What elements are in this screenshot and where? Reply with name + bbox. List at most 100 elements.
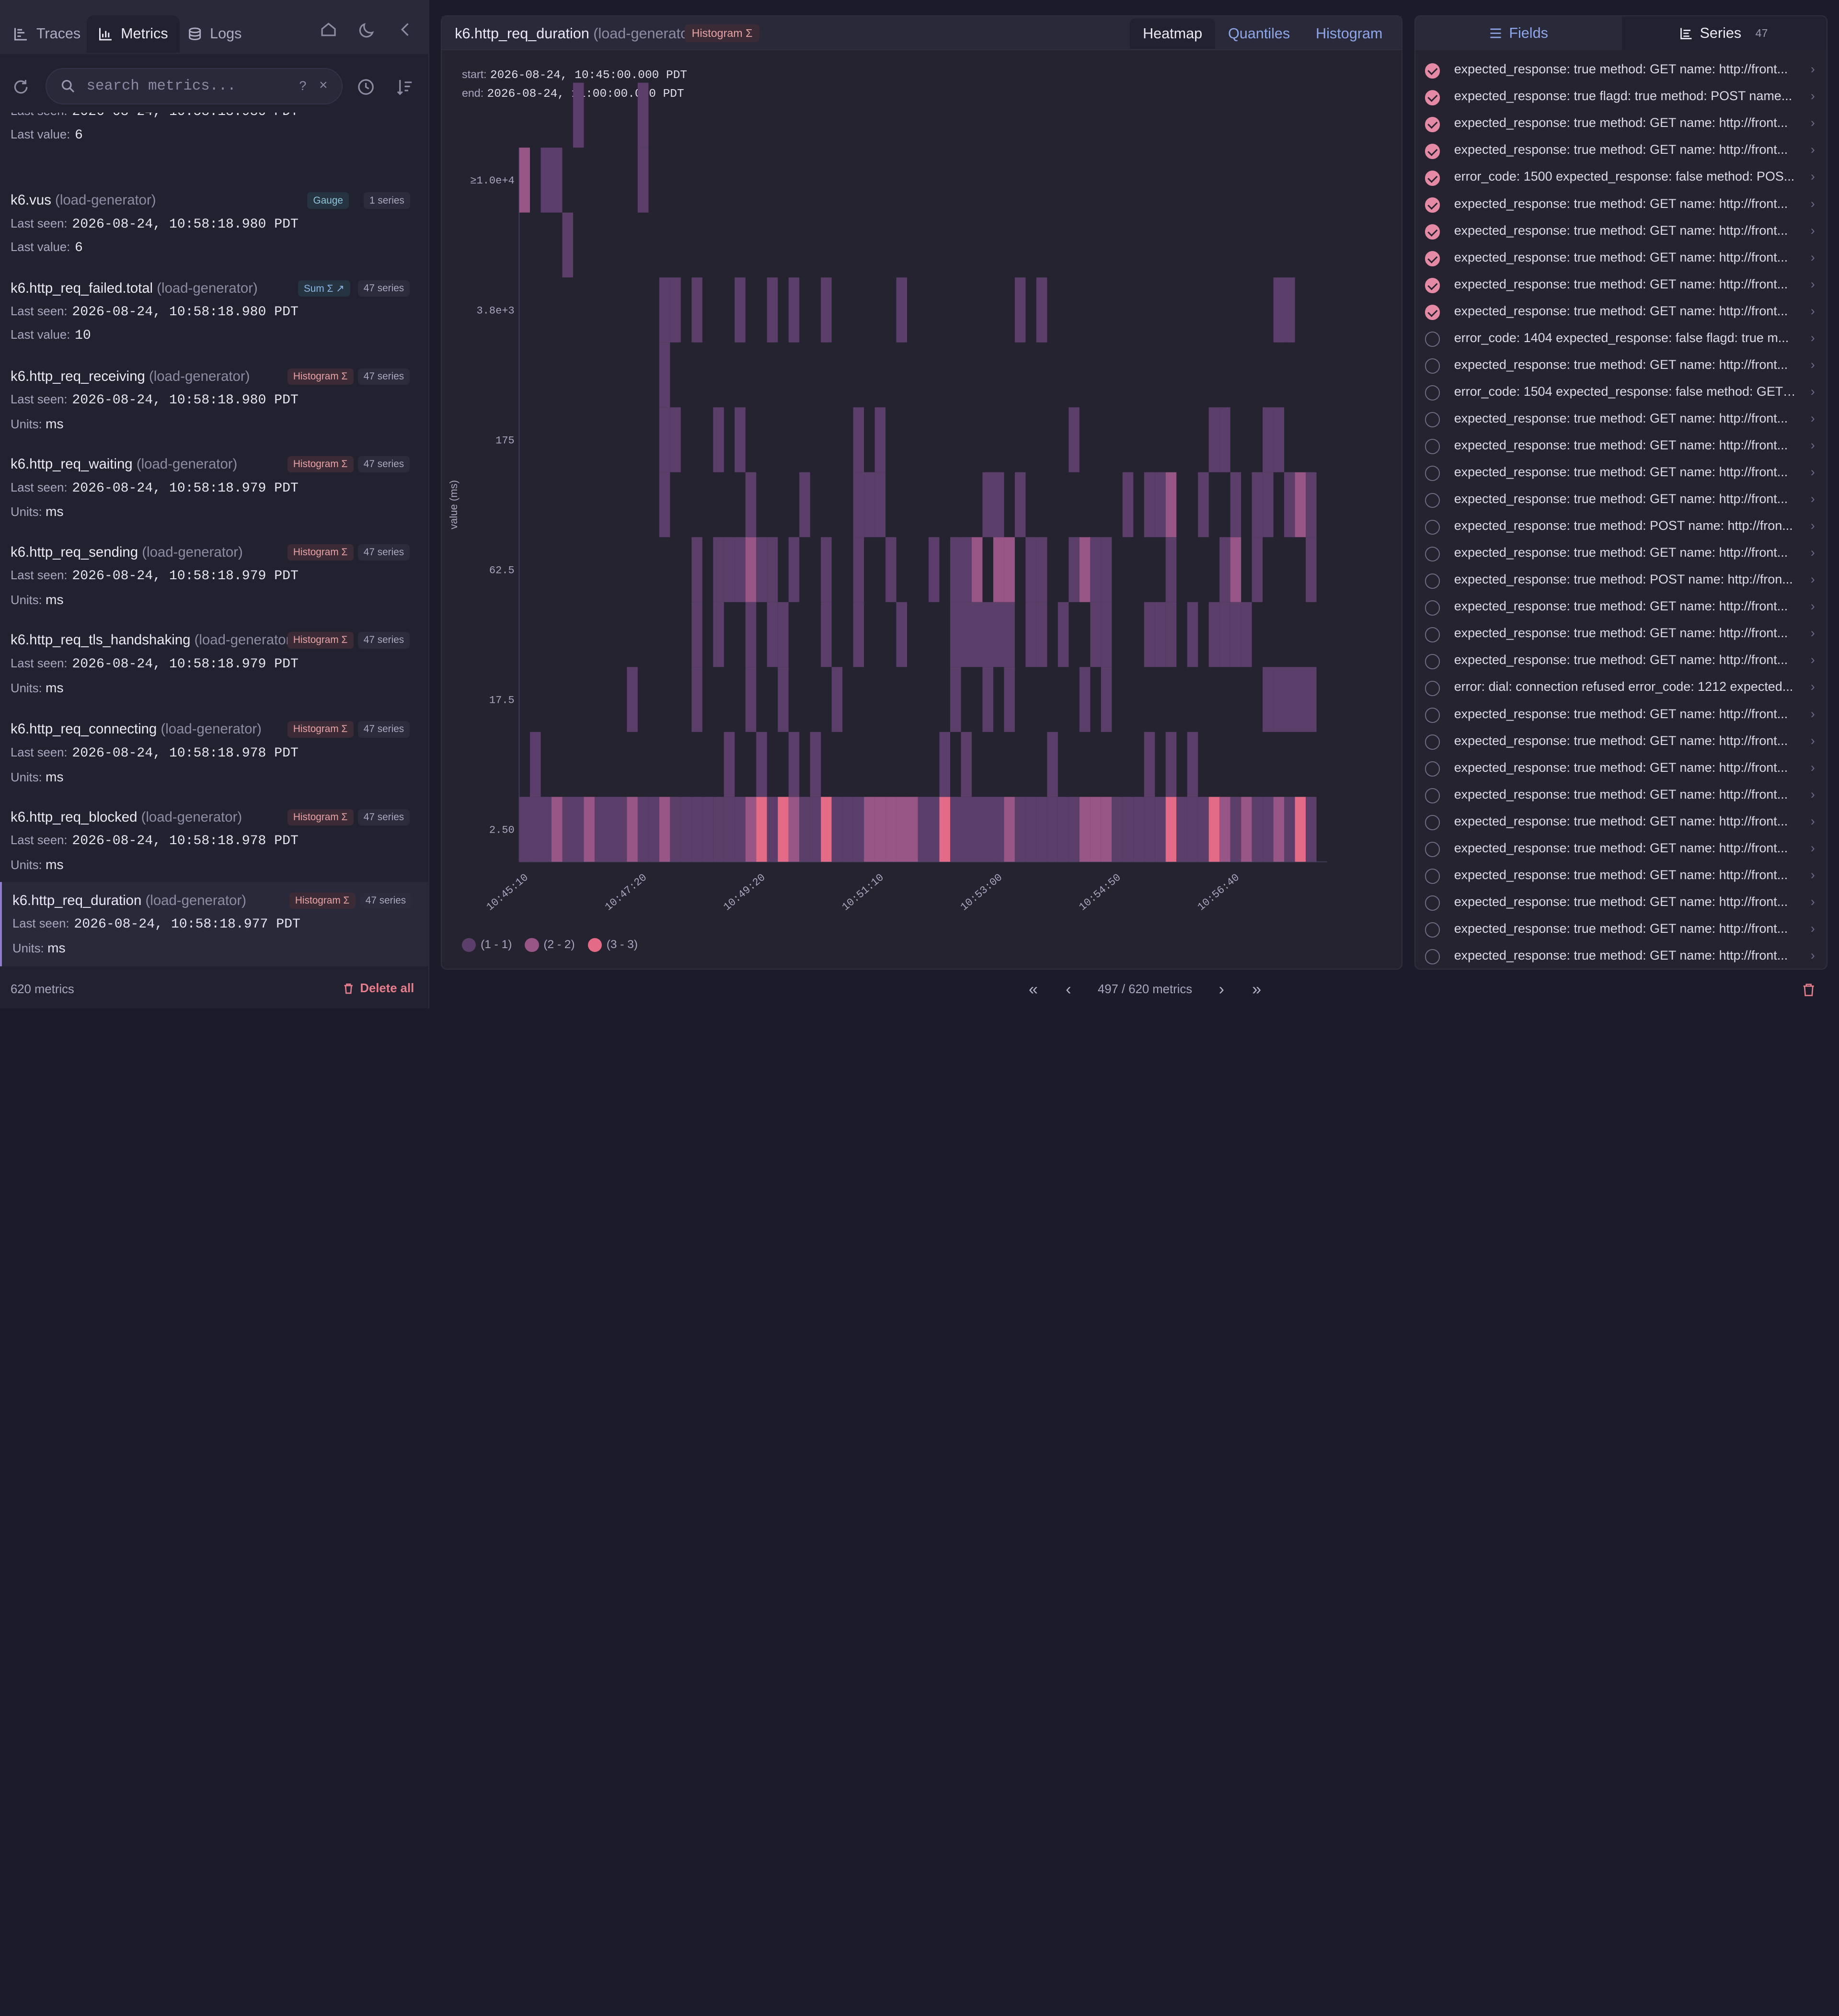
heatmap-cell[interactable] [1166, 797, 1177, 862]
heatmap-cell[interactable] [638, 82, 649, 148]
heatmap-cell[interactable] [799, 472, 811, 538]
series-row[interactable]: expected_response: true method: GET name… [1415, 890, 1826, 916]
series-checkbox[interactable] [1425, 546, 1440, 562]
heatmap-cell[interactable] [1144, 602, 1155, 667]
heatmap-cell[interactable] [1306, 472, 1317, 538]
tab-heatmap[interactable]: Heatmap [1130, 18, 1216, 49]
heatmap-cell[interactable] [1101, 797, 1112, 862]
heatmap-cell[interactable] [853, 602, 864, 667]
heatmap-cell[interactable] [972, 537, 983, 602]
series-checkbox[interactable] [1425, 63, 1440, 79]
heatmap-cell[interactable] [1036, 537, 1047, 602]
heatmap-cell[interactable] [993, 537, 1004, 602]
heatmap-cell[interactable] [1176, 797, 1188, 862]
heatmap-cell[interactable] [789, 797, 800, 862]
heatmap-cell[interactable] [1230, 472, 1241, 538]
heatmap-cell[interactable] [627, 797, 638, 862]
chevron-right-icon[interactable]: › [1810, 303, 1815, 318]
heatmap-cell[interactable] [1123, 472, 1134, 538]
heatmap-cell[interactable] [1187, 732, 1198, 797]
heatmap-cell[interactable] [767, 797, 778, 862]
heatmap-cell[interactable] [831, 667, 843, 732]
heatmap-cell[interactable] [853, 797, 864, 862]
series-row[interactable]: expected_response: true method: GET name… [1415, 433, 1826, 460]
heatmap-cell[interactable] [713, 537, 724, 602]
heatmap-cell[interactable] [1187, 602, 1198, 667]
series-row[interactable]: expected_response: true method: GET name… [1415, 863, 1826, 890]
heatmap-cell[interactable] [789, 537, 800, 602]
heatmap-cell[interactable] [789, 732, 800, 797]
heatmap-cell[interactable] [874, 472, 886, 538]
heatmap-cell[interactable] [950, 667, 961, 732]
heatmap-cell[interactable] [702, 797, 713, 862]
heatmap-cell[interactable] [874, 407, 886, 472]
series-row[interactable]: expected_response: true method: GET name… [1415, 460, 1826, 487]
heatmap-cell[interactable] [778, 602, 789, 667]
series-checkbox[interactable] [1425, 707, 1440, 723]
heatmap-cell[interactable] [972, 797, 983, 862]
heatmap-cell[interactable] [896, 797, 908, 862]
heatmap-cell[interactable] [821, 537, 832, 602]
heatmap-cell[interactable] [939, 732, 951, 797]
series-checkbox[interactable] [1425, 358, 1440, 374]
heatmap-cell[interactable] [842, 797, 853, 862]
chevron-right-icon[interactable]: › [1810, 679, 1815, 694]
legend-item-2[interactable]: (2 - 2) [525, 938, 575, 952]
heatmap-cell[interactable] [1263, 407, 1274, 472]
series-checkbox[interactable] [1425, 439, 1440, 455]
heatmap-cell[interactable] [713, 797, 724, 862]
heatmap-cell[interactable] [746, 602, 757, 667]
series-row[interactable]: expected_response: true method: GET name… [1415, 406, 1826, 433]
heatmap-cell[interactable] [540, 147, 552, 213]
metric-item[interactable]: k6.http_req_tls_handshaking (load-genera… [0, 621, 428, 710]
heatmap-cell[interactable] [1069, 537, 1080, 602]
series-checkbox[interactable] [1425, 466, 1440, 481]
metric-item[interactable]: k6.http_req_failed.total (load-generator… [0, 270, 428, 358]
heatmap-cell[interactable] [1015, 797, 1026, 862]
series-checkbox[interactable] [1425, 869, 1440, 884]
heatmap-cell[interactable] [1295, 797, 1306, 862]
series-row[interactable]: expected_response: true method: POST nam… [1415, 514, 1826, 540]
heatmap-cell[interactable] [1209, 797, 1220, 862]
series-checkbox[interactable] [1425, 251, 1440, 266]
chevron-right-icon[interactable]: › [1810, 89, 1815, 103]
series-checkbox[interactable] [1425, 385, 1440, 401]
series-row[interactable]: expected_response: true flagd: true meth… [1415, 84, 1826, 111]
heatmap-cell[interactable] [1058, 602, 1069, 667]
heatmap-cell[interactable] [746, 667, 757, 732]
heatmap-cell[interactable] [670, 797, 681, 862]
tab-fields[interactable]: Fields [1415, 16, 1622, 50]
chevron-right-icon[interactable]: › [1810, 518, 1815, 533]
series-row[interactable]: expected_response: true method: GET name… [1415, 729, 1826, 756]
heatmap-cell[interactable] [1219, 797, 1230, 862]
heatmap-cell[interactable] [1198, 797, 1209, 862]
metric-item[interactable]: k6.http_req_sending (load-generator) Hist… [0, 534, 428, 622]
series-row[interactable]: expected_response: true method: POST nam… [1415, 567, 1826, 594]
heatmap-cell[interactable] [1263, 667, 1274, 732]
chevron-right-icon[interactable]: › [1810, 760, 1815, 775]
metric-item[interactable]: k6.vus (load-generator) Gauge 1 series Last… [0, 182, 428, 270]
heatmap-cell[interactable] [1123, 797, 1134, 862]
chevron-right-icon[interactable]: › [1810, 867, 1815, 882]
heatmap-cell[interactable] [691, 602, 703, 667]
heatmap-cell[interactable] [540, 797, 552, 862]
series-checkbox[interactable] [1425, 600, 1440, 616]
heatmap-cell[interactable] [1036, 602, 1047, 667]
heatmap-cell[interactable] [1219, 602, 1230, 667]
series-row[interactable]: expected_response: true method: GET name… [1415, 218, 1826, 245]
heatmap-cell[interactable] [1015, 472, 1026, 538]
heatmap-cell[interactable] [1263, 472, 1274, 538]
series-checkbox[interactable] [1425, 170, 1440, 186]
heatmap-cell[interactable] [1047, 797, 1058, 862]
delete-series-icon[interactable] [1802, 983, 1816, 997]
series-checkbox[interactable] [1425, 949, 1440, 965]
heatmap-cell[interactable] [821, 602, 832, 667]
prev-page-button[interactable]: ‹ [1066, 980, 1071, 999]
search-help-icon[interactable]: ? [299, 78, 307, 93]
series-checkbox[interactable] [1425, 895, 1440, 911]
tab-logs[interactable]: Logs [176, 15, 253, 53]
series-checkbox[interactable] [1425, 519, 1440, 535]
heatmap-cell[interactable] [1306, 797, 1317, 862]
heatmap-cell[interactable] [982, 797, 994, 862]
heatmap-cell[interactable] [691, 277, 703, 343]
